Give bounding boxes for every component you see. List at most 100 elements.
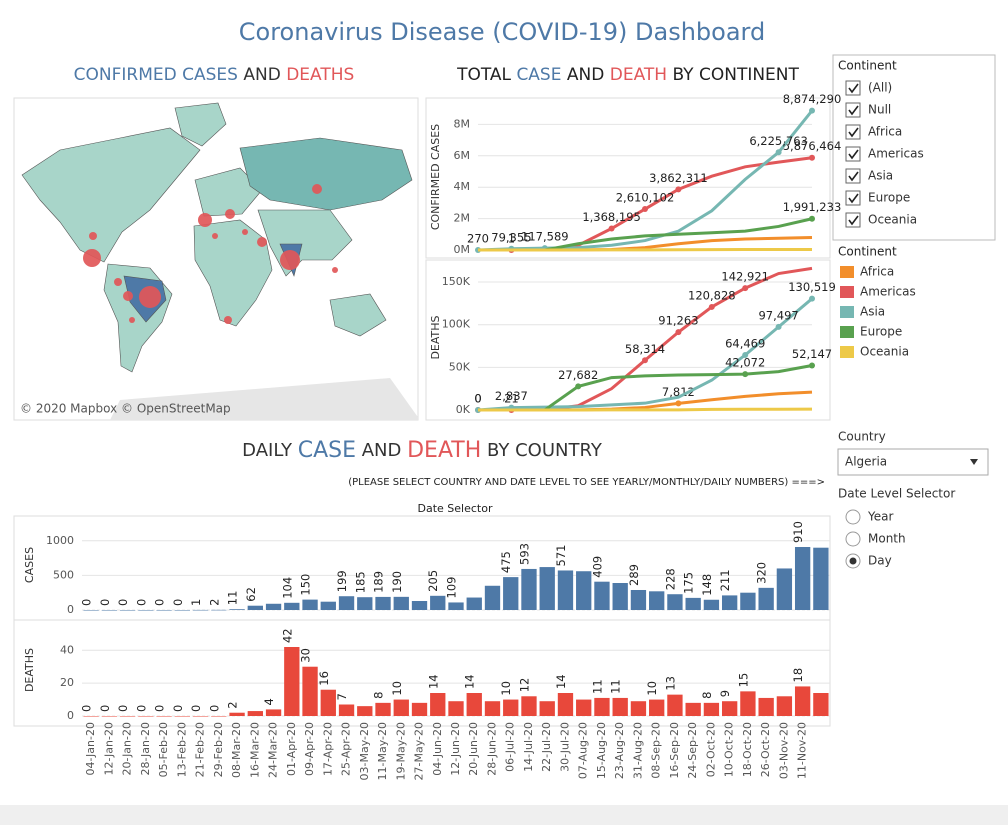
filter-item: Oceania [868, 213, 917, 227]
data-label: 189 [372, 571, 386, 593]
country-label: Country [838, 430, 886, 444]
filter-option[interactable]: (All) [845, 80, 892, 96]
checkbox[interactable] [845, 146, 861, 162]
radio[interactable] [845, 531, 861, 547]
data-label: 910 [791, 521, 805, 543]
radio-option[interactable]: Day [845, 553, 892, 569]
point [708, 303, 715, 310]
data-label: 10 [499, 681, 513, 696]
checkbox[interactable] [845, 102, 861, 118]
filter-option[interactable]: Asia [845, 168, 893, 184]
bar [211, 609, 227, 611]
data-label: 1,991,233 [783, 200, 842, 214]
bar [667, 694, 683, 716]
y-tick-label: 100K [442, 318, 471, 331]
checkbox[interactable] [845, 190, 861, 206]
bar [667, 594, 683, 610]
y-axis-title: DEATHS [429, 315, 442, 359]
filter-option[interactable]: Null [845, 102, 891, 118]
checkbox[interactable] [845, 80, 861, 96]
bar [430, 595, 446, 610]
bar [265, 709, 282, 716]
data-label: 1,368,195 [582, 210, 641, 224]
bar [320, 601, 336, 610]
x-tick-label: 04-Jun-20 [431, 722, 444, 776]
bar [594, 581, 610, 610]
y-tick-label: 40 [60, 643, 74, 656]
bar [703, 599, 720, 610]
legend-swatch [840, 266, 854, 278]
bar [466, 597, 482, 610]
radio-option[interactable]: Month [845, 531, 906, 547]
data-label: 0 [207, 705, 221, 712]
country-dropdown[interactable] [837, 448, 989, 476]
x-tick-label: 18-Oct-20 [741, 722, 754, 777]
data-label: 270 [467, 231, 489, 245]
data-label: 2 [226, 701, 240, 708]
country-value: Algeria [845, 455, 887, 469]
bar [594, 697, 610, 716]
data-label: 12 [517, 678, 531, 693]
legend-label: Oceania [860, 345, 909, 359]
data-label: 97,497 [758, 308, 798, 322]
checkbox[interactable] [845, 212, 861, 228]
series-line [478, 407, 813, 412]
bar [119, 716, 136, 717]
y-axis-title: CONFIRMED CASES [429, 124, 442, 230]
bar [448, 701, 464, 716]
title-part: BY CONTINENT [672, 65, 799, 85]
y-tick-label: 50K [449, 360, 471, 373]
bar [430, 693, 446, 716]
bar [211, 716, 227, 717]
bar [813, 693, 829, 716]
checkbox[interactable] [845, 168, 861, 184]
data-label: 571 [554, 545, 568, 567]
bar [484, 701, 501, 716]
x-tick-label: 04-Jan-20 [84, 722, 97, 776]
bar [557, 570, 574, 610]
data-label: 0 [153, 599, 167, 606]
bar [794, 547, 811, 610]
bar [138, 610, 154, 611]
bar [649, 699, 665, 716]
data-label: 409 [590, 556, 604, 578]
x-tick-label: 14-Jul-20 [522, 722, 535, 772]
filter-option[interactable]: Africa [845, 124, 902, 140]
bar [776, 568, 793, 610]
bar [375, 702, 391, 716]
radio[interactable] [845, 509, 861, 525]
filter-option[interactable]: Oceania [845, 212, 917, 228]
radio-option[interactable]: Year [845, 509, 893, 525]
data-label: 11 [226, 591, 240, 606]
bar [503, 577, 519, 610]
x-tick-label: 31-Aug-20 [631, 722, 644, 779]
point [809, 154, 815, 161]
x-tick-label: 03-Nov-20 [777, 722, 790, 779]
panel [13, 619, 831, 727]
title-part: AND [567, 65, 604, 85]
point [642, 206, 648, 213]
bar [539, 701, 555, 716]
y-tick-label: 0 [67, 603, 74, 616]
data-label: 42,072 [725, 356, 765, 370]
data-label: 14 [426, 674, 440, 689]
y-tick-label: 2M [454, 212, 471, 225]
checkbox[interactable] [845, 124, 861, 140]
filter-option[interactable]: Europe [845, 190, 910, 206]
data-label: 1 [508, 231, 515, 245]
checkmark [848, 193, 859, 204]
bar [83, 716, 99, 717]
data-label: 79,355 [491, 230, 531, 244]
filter-option[interactable]: Americas [845, 146, 924, 162]
filter-title: Continent [838, 59, 897, 73]
x-tick-label: 03-May-20 [358, 722, 371, 780]
bar [247, 711, 263, 716]
legend-swatch [840, 326, 854, 338]
map[interactable]: © 2020 Mapbox © OpenStreetMap [13, 97, 420, 421]
panel [425, 97, 831, 259]
bar [539, 567, 555, 610]
y-tick-label: 0M [454, 243, 471, 256]
data-label: 228 [663, 568, 677, 590]
data-label: 0 [98, 599, 112, 606]
